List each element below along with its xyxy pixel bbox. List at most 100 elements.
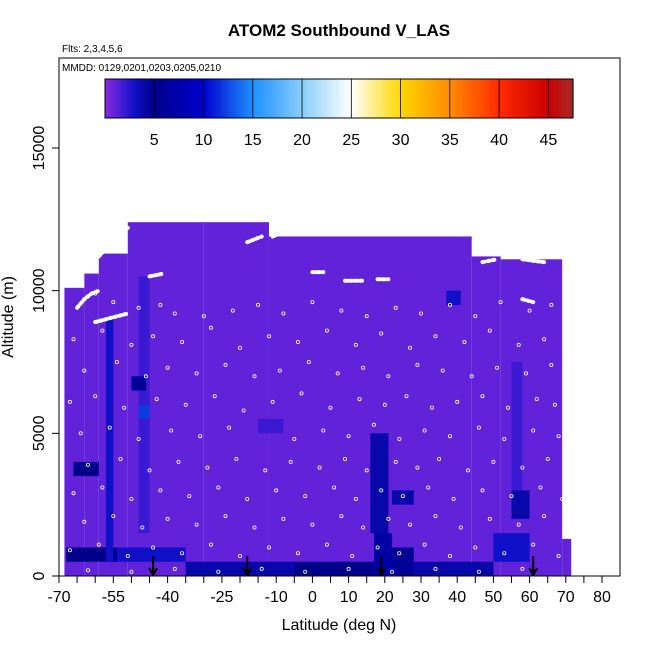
colorbar-swatch-11: [132, 79, 136, 118]
flight-track-10: [520, 257, 547, 265]
sample-circle-20: [100, 328, 105, 333]
sample-circle-33: [462, 339, 467, 344]
sample-circle-152: [237, 554, 242, 559]
sample-circle-85: [422, 428, 427, 433]
colorbar-swatch-2: [109, 79, 113, 118]
sample-circle-66: [382, 402, 387, 407]
colorbar-swatch-120: [400, 79, 404, 118]
sample-circle-116: [274, 488, 279, 493]
sample-circle-55: [67, 399, 72, 404]
sample-circle-31: [408, 345, 413, 350]
colorbar-swatch-118: [395, 79, 399, 118]
coverage-column-4: [203, 222, 269, 576]
sample-circle-117: [303, 494, 308, 499]
sample-circle-30: [379, 331, 384, 336]
colorbar-swatch-119: [398, 79, 402, 118]
colorbar-swatch-158: [494, 79, 498, 118]
sample-circle-95: [205, 465, 210, 470]
sample-circle-126: [538, 485, 543, 490]
sample-circle-137: [339, 514, 344, 519]
colorbar-swatch-126: [415, 79, 419, 118]
colorbar-swatch-89: [324, 79, 328, 118]
colorbar-swatch-14: [139, 79, 143, 118]
heatmap-cell-13: [258, 419, 284, 434]
sample-circle-35: [516, 342, 521, 347]
colorbar-swatch-184: [558, 79, 562, 118]
sample-circle-146: [67, 548, 72, 553]
colorbar-swatch-93: [334, 79, 338, 118]
sample-circle-174: [476, 569, 481, 574]
colorbar-swatch-47: [220, 79, 224, 118]
colorbar-swatch-108: [371, 79, 375, 118]
sample-circle-149: [151, 545, 156, 550]
colorbar-swatch-178: [543, 79, 547, 118]
sample-circle-26: [266, 334, 271, 339]
flight-track-3: [147, 271, 166, 279]
sample-circle-32: [433, 334, 438, 339]
sample-circle-43: [252, 374, 257, 379]
sample-circle-91: [86, 462, 91, 467]
flight-track-5: [270, 231, 282, 239]
x-tick-label-1: -55: [102, 589, 125, 606]
colorbar-swatch-81: [304, 79, 308, 118]
x-tick-label-11: 60: [521, 589, 539, 606]
sample-circle-2: [136, 305, 141, 310]
sample-circle-129: [111, 514, 116, 519]
sample-circle-56: [93, 394, 98, 399]
sample-circle-15: [473, 314, 478, 319]
y-axis-label: Altitude (m): [0, 276, 17, 358]
sample-circle-151: [208, 542, 213, 547]
colorbar-swatch-92: [331, 79, 335, 118]
colorbar-swatch-36: [193, 79, 197, 118]
colorbar-swatch-15: [141, 79, 146, 118]
arrow-3: [528, 556, 539, 576]
sample-circle-28: [324, 328, 329, 333]
sample-circle-173: [433, 566, 438, 571]
sample-circle-62: [270, 399, 275, 404]
sample-circle-124: [480, 488, 485, 493]
sample-circle-84: [397, 436, 402, 441]
sample-circle-74: [78, 431, 83, 436]
colorbar-tick-label-1: 10: [195, 132, 213, 149]
colorbar-swatch-130: [425, 79, 429, 118]
colorbar-swatch-72: [282, 79, 286, 118]
colorbar-swatch-13: [137, 79, 141, 118]
colorbar-swatch-129: [422, 79, 426, 118]
sample-circle-104: [437, 456, 442, 461]
colorbar-swatch-188: [568, 79, 572, 118]
flight-track-11: [520, 297, 536, 305]
colorbar-swatch-179: [545, 79, 549, 118]
colorbar-swatch-185: [560, 79, 564, 118]
colorbar-swatch-138: [444, 79, 448, 118]
colorbar-swatch-4: [114, 79, 118, 118]
colorbar-swatch-44: [213, 79, 217, 118]
colorbar-swatch-77: [294, 79, 298, 118]
colorbar-swatch-55: [240, 79, 244, 118]
colorbar-swatch-80: [302, 79, 306, 118]
sample-circle-112: [158, 488, 163, 493]
colorbar-swatch-172: [528, 79, 532, 118]
sample-circle-98: [288, 459, 293, 464]
heatmap-cell-0: [66, 547, 117, 562]
colorbar-swatch-8: [124, 79, 128, 118]
y-tick-label-0: 0: [31, 571, 48, 580]
colorbar-swatch-183: [555, 79, 559, 118]
coverage-layer: [64, 222, 572, 576]
colorbar-swatch-165: [511, 79, 515, 118]
colorbar-swatch-166: [513, 79, 517, 118]
sample-circle-53: [524, 371, 529, 376]
heatmap-cell-14: [370, 433, 389, 534]
colorbar-swatch-16: [144, 79, 148, 118]
sample-circle-57: [122, 405, 127, 410]
colorbar-swatch-25: [166, 79, 170, 118]
heatmap-cell-16: [511, 490, 530, 519]
coverage-column-6: [471, 256, 501, 576]
sample-circle-172: [389, 569, 394, 574]
colorbar-swatch-111: [378, 79, 382, 118]
colorbar-swatch-9: [127, 79, 131, 118]
colorbar-tick-label-6: 35: [441, 132, 459, 149]
colorbar-swatch-186: [563, 79, 567, 118]
colorbar-swatch-144: [459, 79, 463, 118]
heatmap-cell-3: [294, 561, 374, 576]
colorbar-swatch-146: [464, 79, 468, 118]
